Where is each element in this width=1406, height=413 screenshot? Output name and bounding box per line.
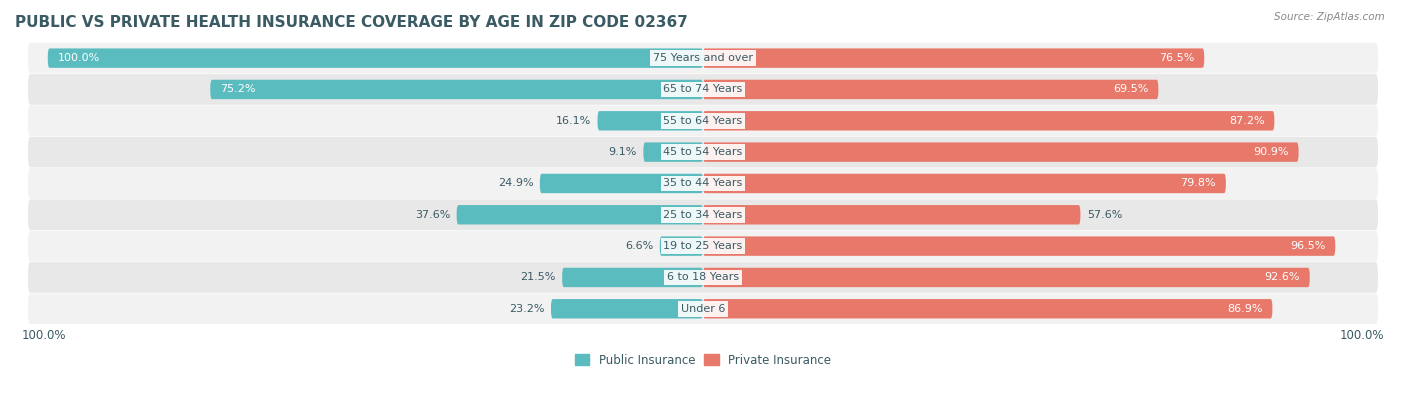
Text: 25 to 34 Years: 25 to 34 Years — [664, 210, 742, 220]
FancyBboxPatch shape — [211, 80, 703, 99]
FancyBboxPatch shape — [703, 142, 1299, 162]
Text: 55 to 64 Years: 55 to 64 Years — [664, 116, 742, 126]
FancyBboxPatch shape — [703, 174, 1226, 193]
Text: 37.6%: 37.6% — [415, 210, 450, 220]
Text: 92.6%: 92.6% — [1264, 273, 1301, 282]
Text: 45 to 54 Years: 45 to 54 Years — [664, 147, 742, 157]
Text: 75 Years and over: 75 Years and over — [652, 53, 754, 63]
FancyBboxPatch shape — [562, 268, 703, 287]
FancyBboxPatch shape — [28, 43, 1378, 74]
FancyBboxPatch shape — [703, 268, 1310, 287]
FancyBboxPatch shape — [28, 293, 1378, 324]
FancyBboxPatch shape — [540, 174, 703, 193]
Text: 79.8%: 79.8% — [1181, 178, 1216, 188]
FancyBboxPatch shape — [28, 262, 1378, 293]
Text: 75.2%: 75.2% — [221, 84, 256, 95]
FancyBboxPatch shape — [28, 105, 1378, 136]
FancyBboxPatch shape — [551, 299, 703, 318]
Text: 65 to 74 Years: 65 to 74 Years — [664, 84, 742, 95]
FancyBboxPatch shape — [703, 48, 1205, 68]
FancyBboxPatch shape — [703, 299, 1272, 318]
FancyBboxPatch shape — [703, 111, 1274, 131]
FancyBboxPatch shape — [598, 111, 703, 131]
Text: 100.0%: 100.0% — [1340, 328, 1385, 342]
FancyBboxPatch shape — [28, 231, 1378, 261]
Text: 19 to 25 Years: 19 to 25 Years — [664, 241, 742, 251]
Text: 16.1%: 16.1% — [555, 116, 591, 126]
Text: 87.2%: 87.2% — [1229, 116, 1264, 126]
FancyBboxPatch shape — [659, 236, 703, 256]
Text: Source: ZipAtlas.com: Source: ZipAtlas.com — [1274, 12, 1385, 22]
Text: 21.5%: 21.5% — [520, 273, 555, 282]
FancyBboxPatch shape — [48, 48, 703, 68]
FancyBboxPatch shape — [28, 168, 1378, 199]
Text: 86.9%: 86.9% — [1227, 304, 1263, 314]
Text: 35 to 44 Years: 35 to 44 Years — [664, 178, 742, 188]
Text: PUBLIC VS PRIVATE HEALTH INSURANCE COVERAGE BY AGE IN ZIP CODE 02367: PUBLIC VS PRIVATE HEALTH INSURANCE COVER… — [15, 15, 688, 30]
Text: 6.6%: 6.6% — [624, 241, 654, 251]
FancyBboxPatch shape — [28, 137, 1378, 167]
FancyBboxPatch shape — [28, 199, 1378, 230]
FancyBboxPatch shape — [703, 80, 1159, 99]
FancyBboxPatch shape — [644, 142, 703, 162]
Text: 100.0%: 100.0% — [58, 53, 100, 63]
Text: 69.5%: 69.5% — [1114, 84, 1149, 95]
Text: 90.9%: 90.9% — [1253, 147, 1289, 157]
FancyBboxPatch shape — [457, 205, 703, 225]
FancyBboxPatch shape — [28, 74, 1378, 105]
Text: 100.0%: 100.0% — [21, 328, 66, 342]
Text: 6 to 18 Years: 6 to 18 Years — [666, 273, 740, 282]
Text: 76.5%: 76.5% — [1159, 53, 1195, 63]
FancyBboxPatch shape — [703, 236, 1336, 256]
Text: 57.6%: 57.6% — [1087, 210, 1122, 220]
Text: 96.5%: 96.5% — [1291, 241, 1326, 251]
Text: 9.1%: 9.1% — [609, 147, 637, 157]
Legend: Public Insurance, Private Insurance: Public Insurance, Private Insurance — [571, 349, 835, 371]
Text: 23.2%: 23.2% — [509, 304, 544, 314]
Text: 24.9%: 24.9% — [498, 178, 533, 188]
Text: Under 6: Under 6 — [681, 304, 725, 314]
FancyBboxPatch shape — [703, 205, 1080, 225]
